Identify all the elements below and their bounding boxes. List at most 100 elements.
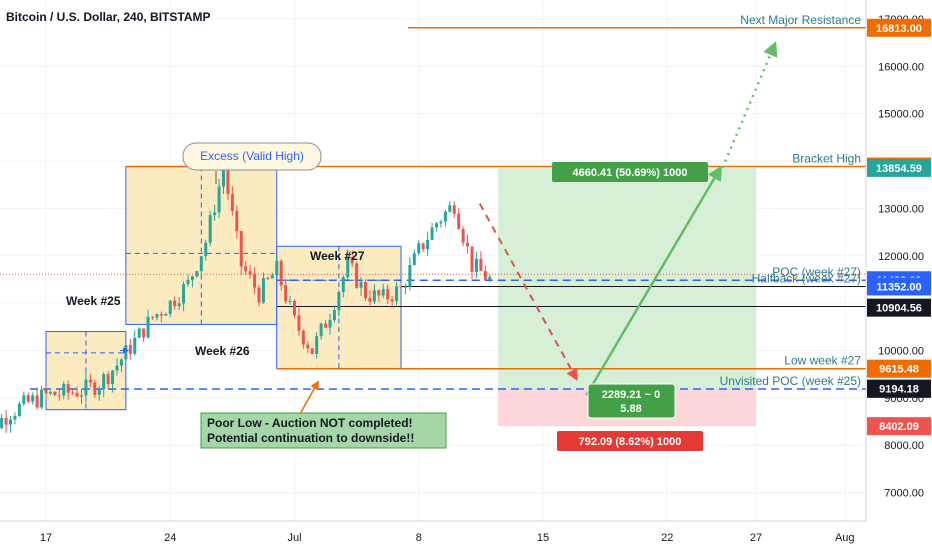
candle-body [239, 231, 243, 267]
poor-low-line-1: Poor Low - Auction NOT completed! [207, 416, 413, 430]
candle [146, 309, 150, 339]
candle [399, 283, 403, 288]
candle-body [257, 287, 261, 303]
candle [48, 390, 52, 396]
candle [177, 296, 181, 311]
candle [430, 222, 434, 241]
candle [142, 328, 146, 343]
candle-body [395, 286, 399, 302]
chart-title: Bitcoin / U.S. Dollar, 240, BITSTAMP [6, 10, 210, 24]
ratio-label: 2289.21 ~ 0 5.88 [587, 383, 676, 419]
candle [346, 249, 350, 281]
level-price-tag-text: 16813.00 [876, 23, 922, 35]
candle-body [17, 403, 21, 416]
candle [230, 186, 234, 216]
excess-callout-bubble [182, 142, 322, 171]
candle-body [306, 344, 310, 349]
candle-body [261, 277, 265, 303]
candle-body [337, 292, 341, 311]
candle [151, 316, 154, 320]
candle-body [297, 315, 301, 331]
candle [261, 272, 265, 304]
candle-body [199, 256, 203, 272]
candle [270, 272, 274, 279]
candle [439, 219, 443, 228]
candle-body [346, 257, 350, 278]
poor-low-line-2: Potential continuation to downside!! [207, 431, 414, 445]
poor-low-box [200, 412, 447, 449]
candle [275, 256, 279, 276]
ratio-label-text: 2289.21 ~ 0 [602, 389, 660, 401]
candle-body [146, 316, 150, 338]
candle-body [53, 391, 57, 396]
candle-body [381, 289, 385, 296]
candle [248, 264, 252, 279]
extra-price-tag-bg [867, 417, 931, 436]
candle [341, 275, 345, 298]
candle [133, 330, 137, 356]
candle-body [372, 290, 376, 302]
candle [435, 222, 438, 232]
candle-body [386, 289, 390, 300]
candle-body [22, 395, 26, 404]
candle [310, 348, 314, 355]
candle-body [31, 395, 35, 402]
candle [426, 231, 430, 256]
candle-body [310, 348, 314, 354]
y-tick-label: 15000.00 [878, 109, 924, 121]
candle-body [102, 374, 106, 390]
projection-up-arrow [585, 165, 723, 396]
candle [288, 295, 292, 305]
candle [44, 386, 48, 400]
candle-body [359, 282, 363, 288]
level-price-tag-text: 10904.56 [876, 303, 922, 315]
candle-body [266, 277, 270, 279]
poor-low-note: Poor Low - Auction NOT completed!Potenti… [200, 380, 447, 449]
candle [466, 234, 470, 254]
week-label: Week #26 [195, 344, 250, 358]
candle [204, 239, 208, 261]
candle-body [368, 298, 372, 302]
candle [31, 392, 35, 405]
level-label: Bracket High [792, 152, 861, 166]
candle [457, 208, 461, 230]
candle-body [208, 215, 212, 243]
candle [155, 313, 159, 321]
candle-body [355, 263, 359, 288]
candle-body [168, 300, 172, 314]
candle [226, 164, 230, 201]
candle [173, 296, 177, 310]
excess-callout-text: Excess (Valid High) [200, 149, 304, 163]
candle-body [115, 365, 119, 371]
candle [182, 281, 186, 312]
candle [266, 276, 270, 281]
x-tick-label: Aug [835, 532, 855, 544]
candle-body [332, 310, 336, 321]
ratio-value-text: 5.88 [620, 403, 641, 415]
loss-label-bg [557, 431, 703, 451]
y-tick-label: 7000.00 [884, 488, 924, 500]
extra-price-tag-text: 13854.59 [876, 163, 922, 175]
candle-body [190, 276, 194, 280]
candle-body [4, 417, 8, 425]
candle [115, 358, 119, 376]
candle [372, 284, 376, 304]
candle [319, 322, 323, 340]
candle [13, 412, 17, 425]
candle [84, 371, 88, 403]
candle-body [93, 382, 97, 395]
candle [328, 313, 332, 335]
x-tick-label: Jul [287, 532, 301, 544]
candle-body [319, 323, 323, 337]
candle [315, 332, 319, 359]
x-tick-label: 17 [40, 532, 52, 544]
candle [390, 295, 394, 309]
candle-body [195, 271, 199, 277]
candle-body [324, 323, 328, 328]
level-label: POC (week #27) [772, 265, 861, 279]
candle [217, 178, 221, 219]
candle [417, 240, 421, 256]
extra-price-tag-bg [867, 379, 931, 398]
candle [195, 270, 199, 278]
